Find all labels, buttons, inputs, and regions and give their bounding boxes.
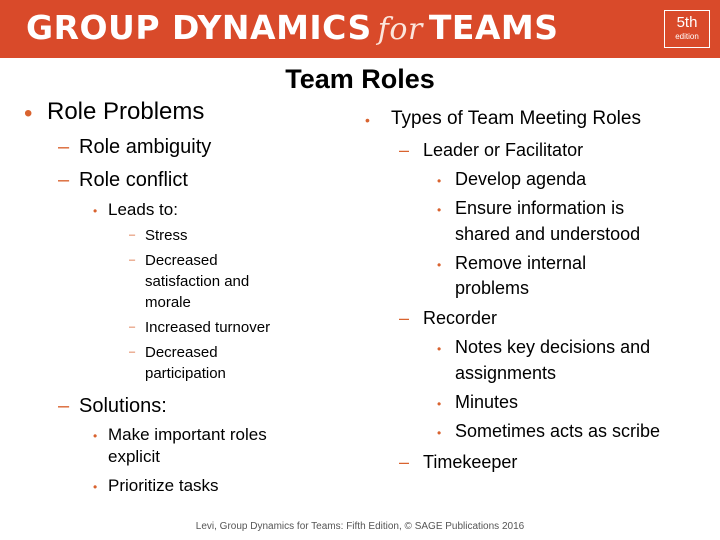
bullet-make-roles-line2: explicit: [108, 447, 160, 466]
bullet-remove-internal-line1: Remove internal: [455, 253, 587, 273]
bullet-dot-icon: •: [437, 397, 442, 411]
book-title-part1: GROUP DYNAMICS: [26, 8, 372, 47]
bullet-dot-icon: •: [93, 480, 98, 494]
footer-citation: Levi, Group Dynamics for Teams: Fifth Ed…: [195, 521, 525, 532]
bullet-role-problems: Role Problems: [47, 98, 205, 125]
dash-icon: –: [58, 136, 70, 158]
bullet-dot-icon: •: [437, 258, 442, 272]
dash-icon: –: [58, 169, 70, 191]
book-title-part2: TEAMS: [428, 8, 559, 47]
dash-icon: –: [399, 452, 410, 472]
book-title: GROUP DYNAMICS for TEAMS: [26, 6, 559, 52]
bullet-decreased-satisfaction-line2: satisfaction and: [145, 273, 250, 290]
slide-title: Team Roles: [285, 64, 435, 94]
edition-badge: 5th edition: [664, 10, 710, 48]
dash-icon: –: [129, 346, 136, 358]
bullet-dot-icon: •: [24, 100, 33, 127]
bullet-scribe: Sometimes acts as scribe: [455, 421, 661, 441]
bullet-role-ambiguity: Role ambiguity: [79, 136, 212, 158]
bullet-dot-icon: •: [437, 426, 442, 440]
bullet-leads-to: Leads to:: [108, 200, 178, 219]
bullet-dot-icon: •: [437, 342, 442, 356]
bullet-leader: Leader or Facilitator: [423, 140, 584, 160]
bullet-dot-icon: •: [437, 203, 442, 217]
bullet-dot-icon: •: [93, 429, 98, 443]
bullet-dot-icon: •: [365, 112, 370, 128]
dash-icon: –: [129, 321, 136, 333]
bullet-recorder: Recorder: [423, 308, 498, 328]
dash-icon: –: [399, 308, 410, 328]
bullet-role-conflict: Role conflict: [79, 169, 188, 191]
bullet-make-roles-line1: Make important roles: [108, 425, 267, 444]
header-banner: GROUP DYNAMICS for TEAMS 5th edition: [0, 0, 720, 58]
bullet-notes-key-line2: assignments: [455, 363, 557, 383]
bullet-stress: Stress: [145, 227, 188, 244]
dash-icon: –: [129, 229, 136, 241]
dash-icon: –: [129, 254, 136, 266]
dash-icon: –: [399, 140, 410, 160]
bullet-decreased-satisfaction-line3: morale: [145, 294, 191, 311]
book-title-for: for: [377, 12, 423, 47]
dash-icon: –: [58, 395, 70, 417]
bullet-ensure-info-line1: Ensure information is: [455, 198, 625, 218]
bullet-timekeeper: Timekeeper: [423, 452, 518, 472]
bullet-ensure-info-line2: shared and understood: [455, 224, 641, 244]
bullet-decreased-participation-line2: participation: [145, 365, 226, 382]
bullet-develop-agenda: Develop agenda: [455, 169, 587, 189]
edition-word: edition: [675, 32, 699, 41]
bullet-increased-turnover: Increased turnover: [145, 319, 271, 336]
bullet-notes-key-line1: Notes key decisions and: [455, 337, 651, 357]
bullet-dot-icon: •: [93, 204, 98, 218]
bullet-decreased-participation-line1: Decreased: [145, 344, 218, 361]
bullet-dot-icon: •: [437, 174, 442, 188]
edition-number: 5th: [676, 14, 698, 31]
bullet-prioritize-tasks: Prioritize tasks: [108, 476, 219, 495]
bullet-minutes: Minutes: [455, 392, 519, 412]
bullet-solutions: Solutions:: [79, 395, 167, 417]
bullet-remove-internal-line2: problems: [455, 278, 530, 298]
bullet-decreased-satisfaction-line1: Decreased: [145, 252, 218, 269]
bullet-types-of-roles: Types of Team Meeting Roles: [391, 108, 641, 129]
